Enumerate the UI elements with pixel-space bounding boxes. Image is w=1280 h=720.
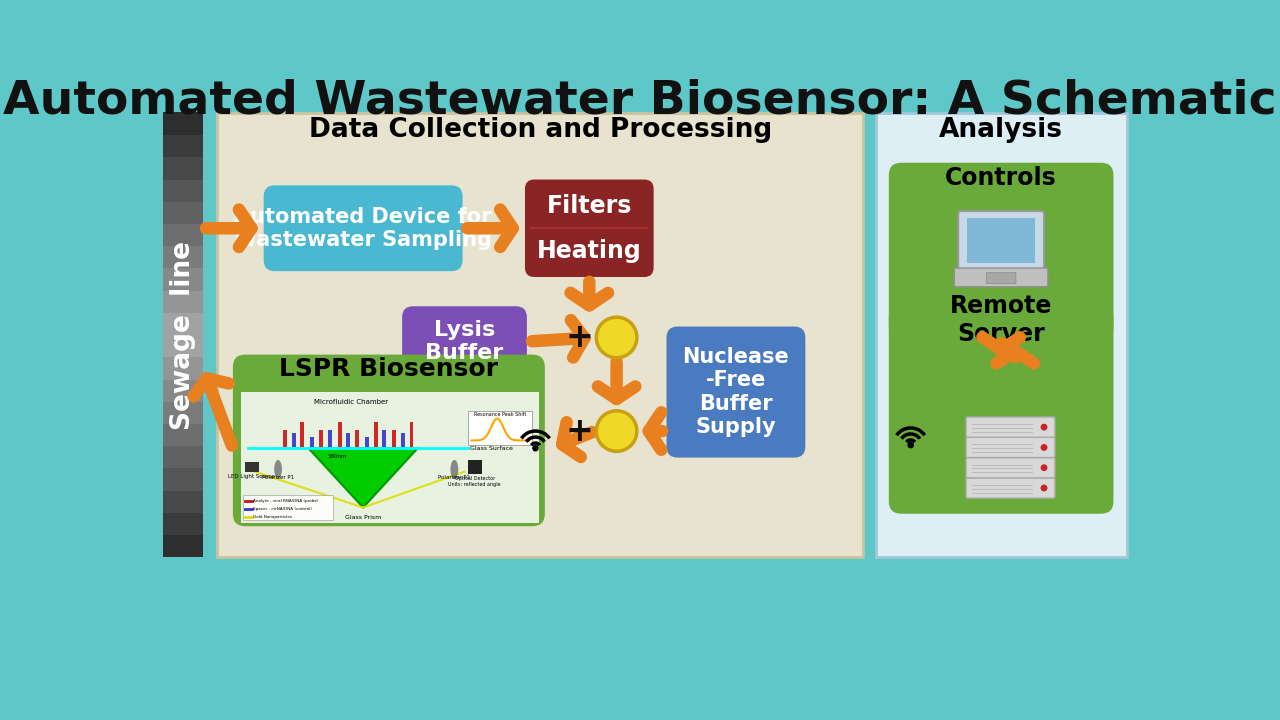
Text: Polarizer P2: Polarizer P2 — [438, 474, 471, 480]
Bar — [163, 223, 204, 246]
Text: Optical Detector
Units: reflected angle: Optical Detector Units: reflected angle — [448, 477, 500, 487]
FancyBboxPatch shape — [888, 163, 1114, 341]
Bar — [163, 356, 204, 379]
Bar — [347, 433, 351, 447]
Bar — [163, 290, 204, 313]
Bar — [319, 431, 323, 447]
Bar — [311, 436, 315, 447]
Bar — [301, 423, 305, 447]
Bar — [163, 112, 204, 135]
FancyBboxPatch shape — [955, 268, 1048, 287]
Text: 580nm: 580nm — [328, 454, 347, 459]
Bar — [163, 312, 204, 335]
FancyBboxPatch shape — [966, 478, 1055, 498]
Circle shape — [908, 443, 913, 448]
Text: Polarizer P1: Polarizer P1 — [262, 474, 294, 480]
Bar — [966, 218, 1036, 264]
FancyBboxPatch shape — [402, 306, 527, 377]
Text: Analysis: Analysis — [940, 117, 1064, 143]
Circle shape — [1042, 424, 1047, 430]
Bar — [241, 392, 539, 523]
Text: +: + — [566, 415, 593, 448]
Text: Spacer - ctrNA/DNA (control): Spacer - ctrNA/DNA (control) — [253, 507, 312, 511]
Bar — [163, 335, 204, 357]
Bar — [163, 490, 204, 513]
Bar — [163, 534, 204, 557]
Bar — [163, 423, 204, 446]
Bar — [355, 431, 358, 447]
Circle shape — [596, 411, 637, 451]
Circle shape — [1042, 445, 1047, 450]
Text: Nuclease
-Free
Buffer
Supply: Nuclease -Free Buffer Supply — [682, 347, 790, 437]
FancyBboxPatch shape — [966, 437, 1055, 458]
Bar — [163, 246, 204, 269]
FancyBboxPatch shape — [966, 458, 1055, 478]
Bar — [163, 379, 204, 402]
Text: Lysis
Buffer: Lysis Buffer — [425, 320, 503, 363]
FancyBboxPatch shape — [264, 185, 462, 271]
FancyBboxPatch shape — [218, 113, 863, 557]
FancyBboxPatch shape — [959, 211, 1044, 272]
Bar — [328, 431, 332, 447]
Text: Remote
Server: Remote Server — [950, 294, 1052, 346]
Text: Automated Device for
Wastewater Sampling: Automated Device for Wastewater Sampling — [234, 207, 492, 250]
Bar — [283, 431, 287, 447]
Text: LED Light Source: LED Light Source — [228, 474, 275, 479]
Bar — [393, 431, 397, 447]
Text: Sewage  line: Sewage line — [170, 240, 196, 430]
FancyBboxPatch shape — [876, 113, 1126, 557]
Text: LSPR Biosensor: LSPR Biosensor — [279, 356, 498, 381]
Bar — [468, 411, 532, 445]
Bar — [163, 401, 204, 424]
Bar — [163, 468, 204, 491]
FancyBboxPatch shape — [233, 355, 545, 526]
Circle shape — [596, 318, 637, 358]
Bar — [163, 513, 204, 535]
Text: Automated Wastewater Biosensor: A Schematic: Automated Wastewater Biosensor: A Schema… — [3, 78, 1277, 124]
Circle shape — [532, 446, 538, 451]
Text: Glass Prism: Glass Prism — [346, 515, 381, 520]
Text: Glass Surface: Glass Surface — [470, 446, 513, 451]
FancyBboxPatch shape — [888, 305, 1114, 514]
Text: Microfluidic Chamber: Microfluidic Chamber — [315, 400, 388, 405]
Bar — [401, 433, 404, 447]
FancyBboxPatch shape — [525, 179, 654, 277]
Text: Filters: Filters — [547, 194, 632, 218]
Bar — [163, 201, 204, 224]
Bar — [374, 423, 378, 447]
Text: Controls: Controls — [945, 166, 1057, 190]
FancyBboxPatch shape — [987, 273, 1016, 284]
Text: Data Collection and Processing: Data Collection and Processing — [308, 117, 772, 143]
Circle shape — [1042, 485, 1047, 491]
Ellipse shape — [274, 460, 282, 479]
Bar — [243, 495, 333, 520]
Bar — [292, 433, 296, 447]
Bar — [163, 179, 204, 202]
Bar — [338, 423, 342, 447]
Text: +: + — [566, 321, 593, 354]
Bar — [365, 436, 369, 447]
FancyBboxPatch shape — [966, 417, 1055, 437]
Polygon shape — [308, 449, 417, 508]
Bar — [244, 462, 259, 472]
Bar — [163, 268, 204, 291]
Ellipse shape — [451, 460, 458, 479]
Text: Heating: Heating — [536, 239, 641, 263]
Circle shape — [1042, 465, 1047, 470]
Text: Gold Nanoparticles: Gold Nanoparticles — [253, 515, 292, 519]
FancyBboxPatch shape — [667, 327, 805, 458]
Bar — [383, 431, 387, 447]
Bar — [163, 157, 204, 179]
Bar — [163, 135, 204, 157]
Text: Resonance Peak Shift: Resonance Peak Shift — [474, 412, 526, 417]
Text: Analyte - viral RNA/DNA (probe): Analyte - viral RNA/DNA (probe) — [253, 499, 319, 503]
Bar — [410, 423, 413, 447]
Bar — [163, 446, 204, 469]
Bar — [468, 460, 483, 474]
